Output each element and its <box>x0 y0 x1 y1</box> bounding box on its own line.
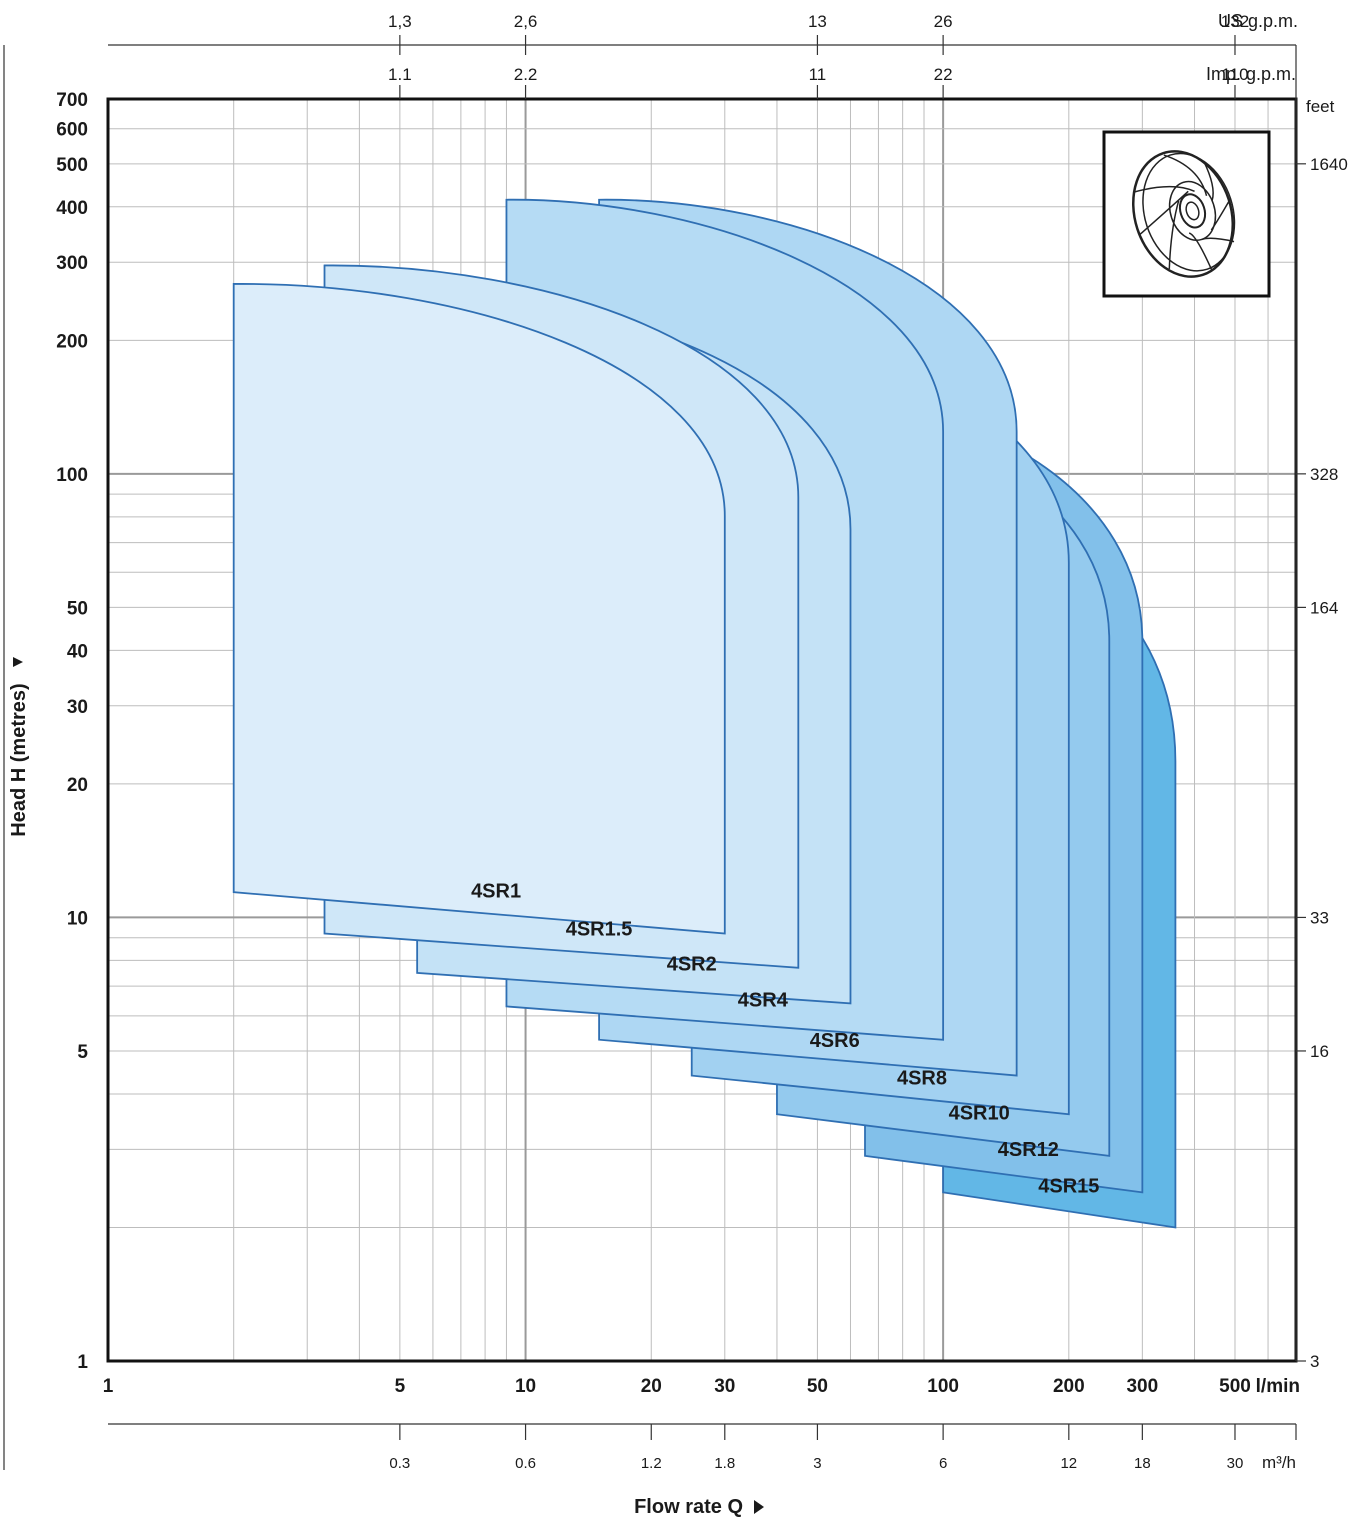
y-tick-label: 100 <box>56 465 88 486</box>
series-label-4sr12: 4SR12 <box>998 1139 1059 1161</box>
feet-tick-label: 1640 <box>1310 155 1348 174</box>
x-axis-arrow-icon <box>754 1500 764 1514</box>
series-label-4sr8: 4SR8 <box>897 1068 947 1090</box>
feet-tick-label: 328 <box>1310 465 1338 484</box>
m3h-tick-label: 0.6 <box>515 1455 536 1472</box>
m3h-tick-label: 6 <box>939 1455 947 1472</box>
y-tick-label: 300 <box>56 253 88 274</box>
m3h-tick-label: 3 <box>813 1455 821 1472</box>
series-label-4sr1: 4SR1 <box>471 880 521 902</box>
impeller-icon <box>1102 130 1271 298</box>
feet-unit-label: feet <box>1306 97 1335 116</box>
y-tick-label: 200 <box>56 331 88 352</box>
x-tick-label: 5 <box>395 1376 406 1397</box>
x-tick-label: 100 <box>927 1376 959 1397</box>
m3h-tick-label: 12 <box>1060 1455 1077 1472</box>
y-tick-label: 400 <box>56 198 88 219</box>
feet-tick-label: 33 <box>1310 908 1329 927</box>
x-tick-label: 300 <box>1126 1376 1158 1397</box>
x-tick-label: 20 <box>641 1376 662 1397</box>
series-label-4sr6: 4SR6 <box>810 1030 860 1052</box>
imp-gpm-tick-label: 1.1 <box>388 65 412 84</box>
us-gpm-tick-label: 26 <box>934 12 953 31</box>
x-unit-label: l/min <box>1256 1376 1300 1397</box>
y-axis-title: Head H (metres) <box>8 683 30 836</box>
y-tick-label: 40 <box>67 641 88 662</box>
imp-gpm-tick-label: 11 <box>809 65 827 84</box>
series-label-4sr10: 4SR10 <box>949 1103 1010 1125</box>
us-gpm-unit-label: US g.p.m. <box>1218 11 1298 31</box>
us-gpm-tick-label: 2,6 <box>514 12 538 31</box>
x-axis-title: Flow rate Q <box>634 1496 743 1518</box>
y-tick-label: 5 <box>77 1042 88 1063</box>
y-tick-label: 50 <box>67 598 88 619</box>
feet-tick-label: 164 <box>1310 598 1338 617</box>
m3h-tick-label: 1.2 <box>641 1455 662 1472</box>
y-axis-arrow-icon <box>13 657 23 667</box>
y-tick-label: 700 <box>56 90 88 111</box>
y-tick-label: 500 <box>56 155 88 176</box>
x-tick-label: 50 <box>807 1376 828 1397</box>
us-gpm-tick-label: 1,3 <box>388 12 412 31</box>
y-tick-label: 30 <box>67 697 88 718</box>
us-gpm-tick-label: 132 <box>1221 12 1249 31</box>
series-label-4sr1-5: 4SR1.5 <box>566 919 633 941</box>
series-area-4sr1 <box>232 283 726 935</box>
y-tick-label: 1 <box>77 1352 88 1373</box>
x-tick-label: 1 <box>103 1376 114 1397</box>
m3h-unit-label: m³/h <box>1262 1453 1296 1472</box>
x-tick-label: 200 <box>1053 1376 1085 1397</box>
y-tick-label: 20 <box>67 775 88 796</box>
m3h-tick-label: 0.3 <box>389 1455 410 1472</box>
imp-gpm-tick-label: 110 <box>1221 65 1248 84</box>
imp-gpm-tick-label: 2.2 <box>514 65 538 84</box>
us-gpm-tick-label: 13 <box>808 12 827 31</box>
m3h-tick-label: 1.8 <box>714 1455 735 1472</box>
x-tick-label: 30 <box>714 1376 735 1397</box>
feet-tick-label: 3 <box>1310 1352 1319 1371</box>
m3h-tick-label: 18 <box>1134 1455 1151 1472</box>
series-areas <box>232 198 1177 1229</box>
axes: 1 5 10 20 30 40 50 100 200 300 400 500 600 700 1 5 10 20 3… <box>3 11 1348 1472</box>
y-tick-label: 600 <box>56 120 88 141</box>
x-tick-label: 10 <box>515 1376 536 1397</box>
series-label-4sr2: 4SR2 <box>667 953 717 975</box>
series-label-4sr15: 4SR15 <box>1038 1175 1099 1197</box>
x-tick-label: 500 <box>1219 1376 1251 1397</box>
feet-tick-label: 16 <box>1310 1042 1329 1061</box>
imp-gpm-tick-label: 22 <box>934 65 953 84</box>
imp-gpm-unit-label: Imp. g.p.m. <box>1206 64 1296 84</box>
series-label-4sr4: 4SR4 <box>738 989 789 1011</box>
y-tick-label: 10 <box>67 908 88 929</box>
m3h-tick-label: 30 <box>1227 1455 1244 1472</box>
